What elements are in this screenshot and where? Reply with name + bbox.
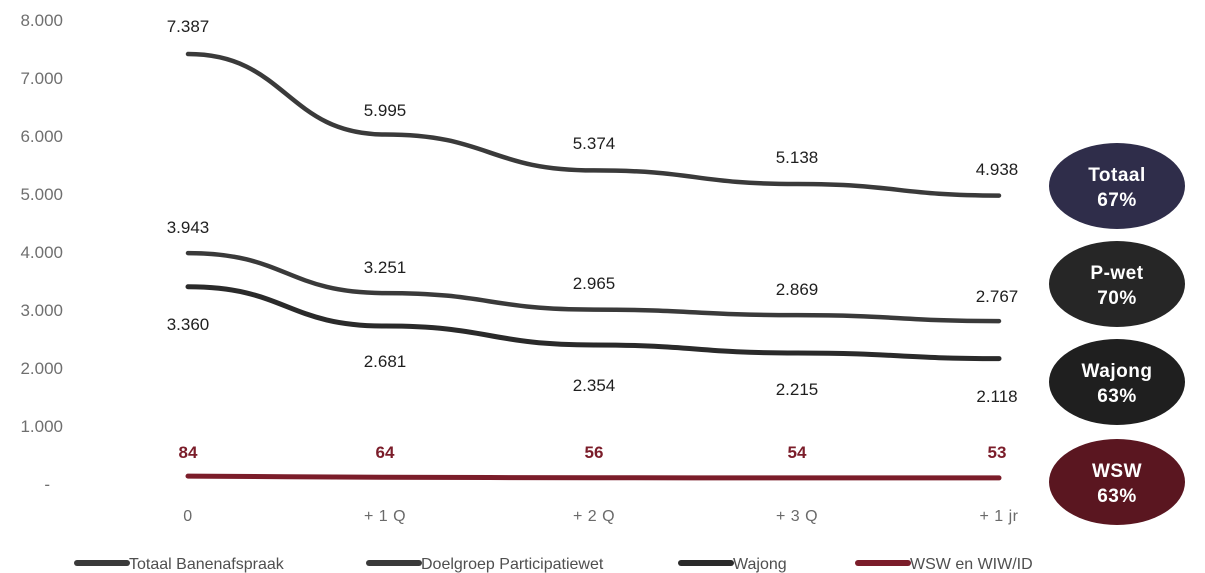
data-label: 5.374	[573, 134, 616, 153]
y-tick-label: 2.000	[20, 359, 63, 378]
series-line	[185, 284, 1002, 362]
data-label: 2.767	[976, 287, 1019, 306]
data-label: 54	[788, 443, 807, 462]
badge-label: P-wet	[1090, 263, 1143, 284]
badge: P-wet 70%	[1049, 241, 1185, 327]
data-label: 5.995	[364, 101, 407, 120]
badge-percentage: 63%	[1097, 386, 1137, 407]
legend-item: Totaal Banenafspraak	[74, 556, 285, 573]
badge-ellipse	[1049, 339, 1185, 425]
badge-label: WSW	[1092, 461, 1142, 482]
badge-percentage: 70%	[1097, 288, 1137, 309]
data-label: 53	[988, 443, 1007, 462]
badge-ellipse	[1049, 439, 1185, 525]
y-axis: 8.000 7.000 6.000 5.000 4.000 3.000 2.000 1.000…	[20, 11, 63, 494]
y-tick-label: 5.000	[20, 185, 63, 204]
series-line	[185, 473, 1002, 481]
data-label: 3.943	[167, 218, 210, 237]
legend-item: Wajong	[678, 556, 787, 573]
legend-label: WSW en WIW/ID	[910, 556, 1033, 573]
data-label: 3.360	[167, 315, 210, 334]
legend-label: Wajong	[733, 556, 787, 573]
legend-label: Totaal Banenafspraak	[129, 556, 285, 573]
data-label: 2.354	[573, 376, 616, 395]
x-tick-label: + 2 Q	[573, 508, 615, 525]
badge-label: Totaal	[1088, 165, 1146, 186]
legend: Totaal Banenafspraak Doelgroep Participat…	[74, 556, 1033, 573]
data-label: 56	[585, 443, 604, 462]
y-tick-label: 1.000	[20, 417, 63, 436]
x-tick-label: + 1 Q	[364, 508, 406, 525]
y-tick-label: 4.000	[20, 243, 63, 262]
legend-label: Doelgroep Participatiewet	[421, 556, 604, 573]
data-label: 64	[376, 443, 395, 462]
badge: Wajong 63%	[1049, 339, 1185, 425]
data-label: 2.681	[364, 352, 407, 371]
series-line	[185, 51, 1002, 198]
series-line	[185, 250, 1002, 324]
badge-percentage: 67%	[1097, 190, 1137, 211]
y-tick-label: 8.000	[20, 11, 63, 30]
percentage-badges: Totaal 67% P-wet 70% Wajong 63% WSW 63%	[1049, 143, 1185, 525]
data-labels: 7.387 5.995 5.374 5.138 4.938 3.943 3.251 2.965…	[167, 17, 1019, 462]
y-tick-label: 3.000	[20, 301, 63, 320]
badge-ellipse	[1049, 143, 1185, 229]
y-tick-label: -	[44, 475, 50, 494]
x-tick-label: + 3 Q	[776, 508, 818, 525]
legend-item: Doelgroep Participatiewet	[366, 556, 604, 573]
badge-label: Wajong	[1082, 361, 1153, 382]
data-label: 2.869	[776, 280, 819, 299]
y-tick-label: 6.000	[20, 127, 63, 146]
badge-ellipse	[1049, 241, 1185, 327]
badge-percentage: 63%	[1097, 486, 1137, 507]
series-lines	[185, 51, 1002, 481]
badge: Totaal 67%	[1049, 143, 1185, 229]
x-tick-label: 0	[183, 508, 192, 525]
data-label: 7.387	[167, 17, 210, 36]
data-label: 2.965	[573, 274, 616, 293]
data-label: 3.251	[364, 258, 407, 277]
y-tick-label: 7.000	[20, 69, 63, 88]
data-label: 2.215	[776, 380, 819, 399]
x-tick-label: + 1 jr	[979, 508, 1018, 525]
x-axis: 0 + 1 Q + 2 Q + 3 Q + 1 jr	[183, 508, 1018, 525]
data-label: 5.138	[776, 148, 819, 167]
legend-item: WSW en WIW/ID	[855, 556, 1033, 573]
badge: WSW 63%	[1049, 439, 1185, 525]
data-label: 84	[179, 443, 198, 462]
data-label: 2.118	[976, 387, 1017, 406]
data-label: 4.938	[976, 160, 1019, 179]
